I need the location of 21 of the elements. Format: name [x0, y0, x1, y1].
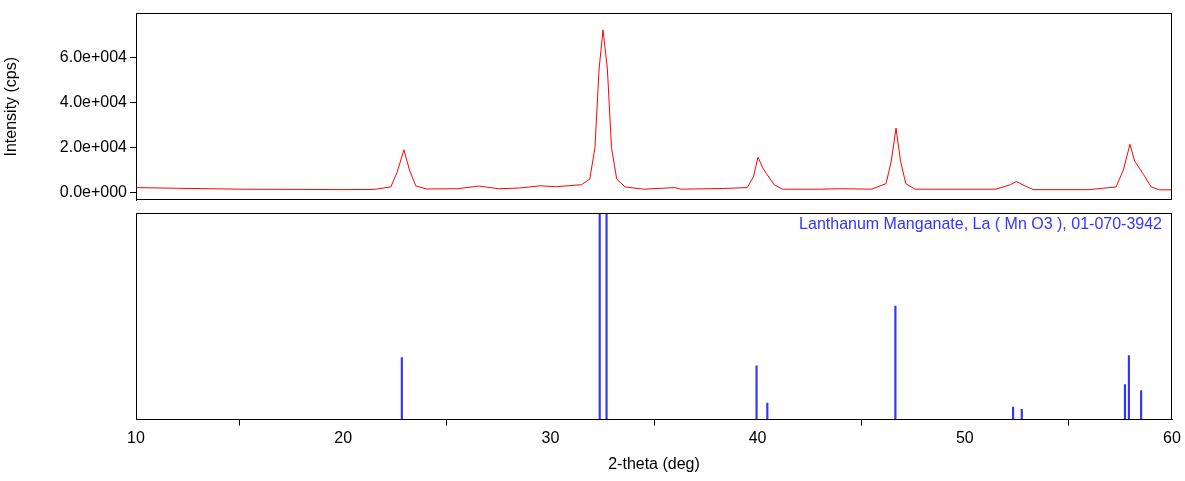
- bar: [1140, 390, 1143, 420]
- y-tick-label: 4.0e+004: [59, 93, 128, 111]
- bar: [1123, 384, 1127, 420]
- y-tick-label: 0.0e+000: [59, 182, 128, 200]
- y-tick-label: 2.0e+004: [59, 138, 128, 156]
- x-axis-title: 2-theta (deg): [608, 454, 700, 472]
- bar: [894, 305, 897, 420]
- y-axis-title: Intensity (cps): [2, 56, 20, 157]
- x-tick-label: 60: [1163, 428, 1181, 446]
- x-tick-label: 30: [541, 428, 560, 446]
- bar: [598, 213, 601, 420]
- bar: [755, 365, 758, 420]
- x-tick-label: 20: [334, 428, 353, 446]
- bar: [605, 213, 608, 420]
- x-tick-label: 50: [955, 428, 974, 446]
- x-tick-label: 10: [127, 428, 145, 446]
- text: Lanthanum Manganate, La ( Mn O3 ), 01-070-3942: [799, 215, 1163, 233]
- x-tick-label: 40: [748, 428, 767, 446]
- bar: [1127, 355, 1130, 420]
- bar: [400, 357, 403, 420]
- y-tick-label: 6.0e+004: [59, 48, 128, 66]
